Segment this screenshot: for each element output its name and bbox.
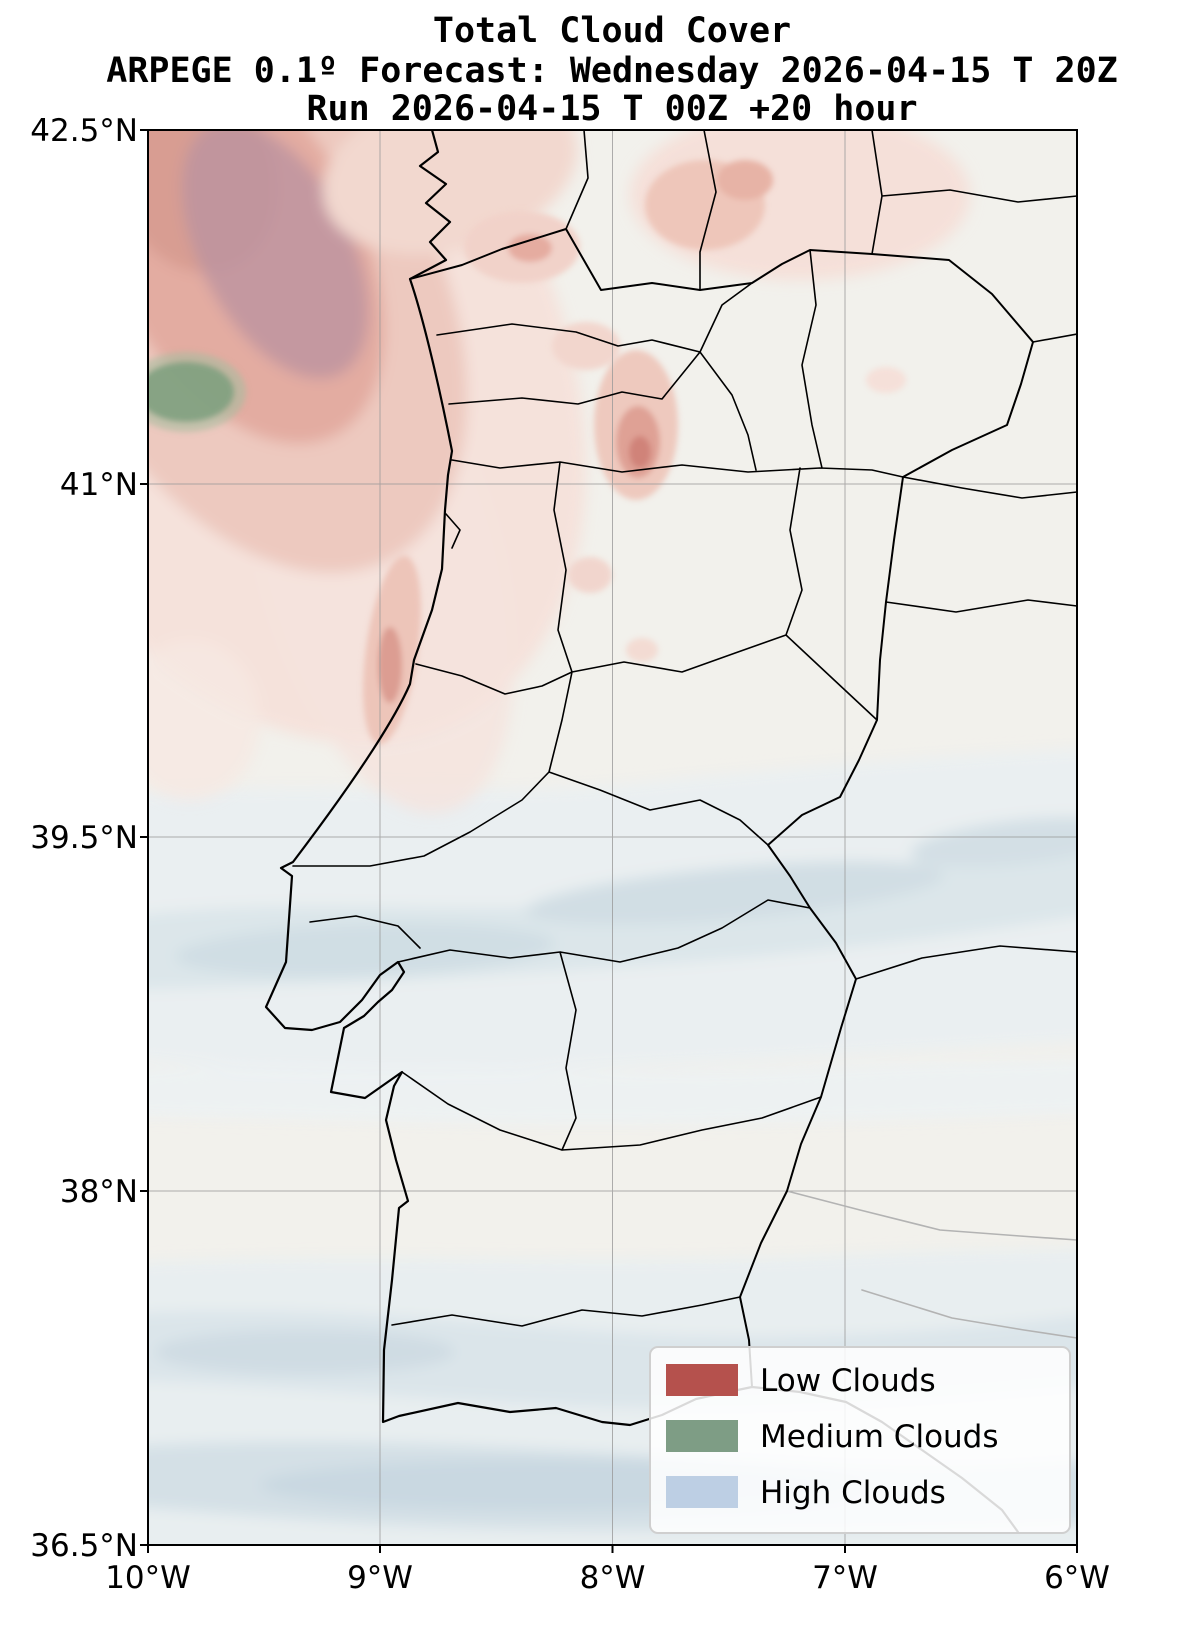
x-tick-label: 6°W bbox=[1044, 1560, 1110, 1596]
y-tick-label: 42.5°N bbox=[30, 113, 138, 149]
y-tick-label: 41°N bbox=[60, 467, 138, 503]
spain-province-boundary-path bbox=[565, 130, 1077, 980]
map-title: Total Cloud Cover bbox=[433, 11, 791, 51]
legend-swatch-high-clouds bbox=[666, 1476, 738, 1508]
district-boundary-path bbox=[292, 249, 904, 1327]
low-cloud-patches bbox=[363, 160, 906, 745]
legend-label-high-clouds: High Clouds bbox=[760, 1475, 946, 1511]
secondary-gray-boundary-path bbox=[786, 1190, 1077, 1339]
legend-box bbox=[649, 1346, 1071, 1534]
gridlines bbox=[148, 130, 1077, 1545]
medium-cloud-layer bbox=[148, 352, 246, 432]
legend-label-medium-clouds: Medium Clouds bbox=[760, 1419, 999, 1455]
x-axis-tick-labels: 10°W 9°W 8°W 7°W 6°W bbox=[105, 1560, 1110, 1596]
y-tick-label: 39.5°N bbox=[30, 820, 138, 856]
legend-label-low-clouds: Low Clouds bbox=[760, 1363, 936, 1399]
portugal-spain-border-path bbox=[409, 228, 1034, 1388]
y-tick-label: 38°N bbox=[60, 1174, 138, 1210]
axis-tick-marks bbox=[140, 129, 1078, 1553]
map-legend: Low Clouds Medium Clouds High Clouds bbox=[649, 1346, 1071, 1534]
y-tick-label: 36.5°N bbox=[30, 1528, 138, 1564]
x-tick-label: 7°W bbox=[812, 1560, 878, 1596]
legend-swatch-medium-clouds bbox=[666, 1420, 738, 1452]
map-subtitle-forecast: ARPEGE 0.1º Forecast: Wednesday 2026-04-… bbox=[106, 51, 1117, 91]
y-axis-tick-labels: 42.5°N 41°N 39.5°N 38°N 36.5°N bbox=[30, 113, 138, 1564]
figure-titles: Total Cloud Cover ARPEGE 0.1º Forecast: … bbox=[106, 11, 1117, 129]
legend-swatch-low-clouds bbox=[666, 1364, 738, 1396]
x-tick-label: 10°W bbox=[105, 1560, 191, 1596]
map-subtitle-run: Run 2026-04-15 T 00Z +20 hour bbox=[306, 89, 917, 129]
x-tick-label: 8°W bbox=[580, 1560, 646, 1596]
x-tick-label: 9°W bbox=[347, 1560, 413, 1596]
